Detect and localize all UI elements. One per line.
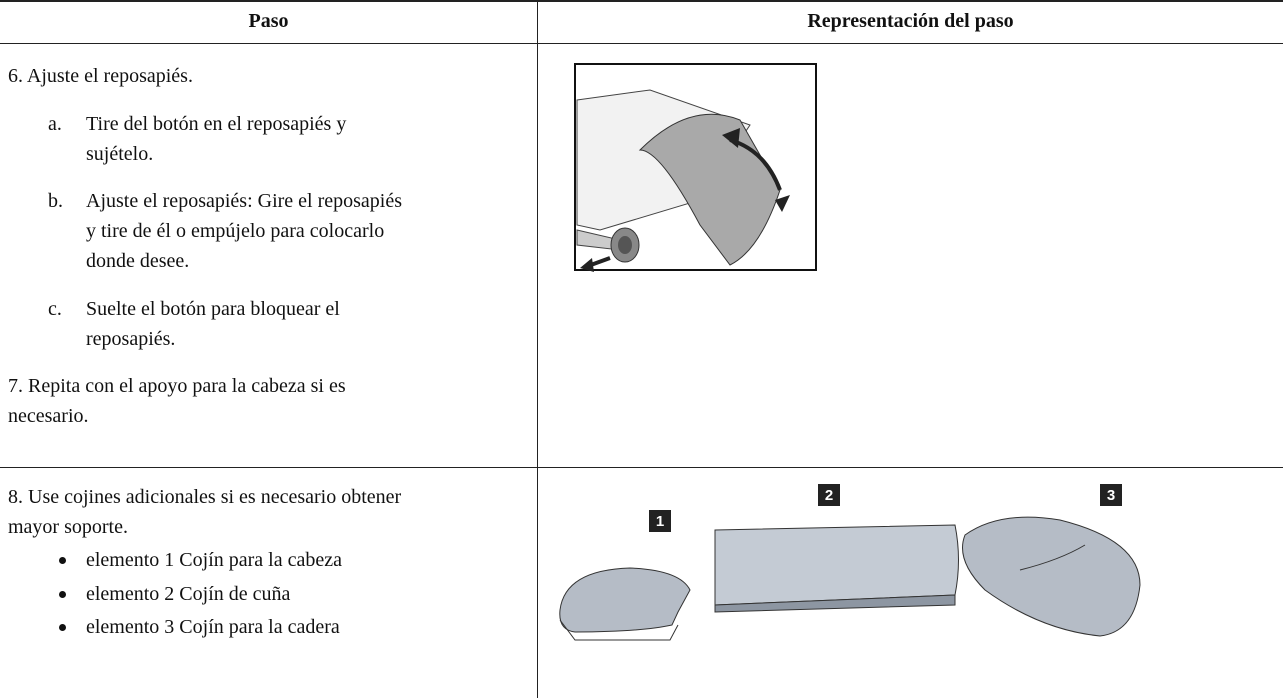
step-text: 6. Ajuste el reposapiés. (8, 65, 193, 87)
bullet (59, 624, 66, 631)
step-text: 8. Use cojines adicionales si es necesar… (8, 486, 402, 538)
substep-marker: b. (48, 190, 63, 212)
bullet-text: elemento 2 Cojín de cuña (86, 583, 291, 605)
substep-marker: a. (48, 113, 62, 135)
header-cell: Representación del paso (807, 10, 1014, 32)
callout: 3 (1107, 487, 1115, 504)
substep-text: Tire del botón en el reposapiés y sujéte… (86, 113, 347, 165)
substep-marker: c. (48, 298, 62, 320)
rule (537, 0, 538, 698)
rule (0, 0, 1283, 2)
substep-text: Suelte el botón para bloquear el reposap… (86, 298, 340, 350)
callout: 1 (656, 513, 664, 530)
rule (0, 43, 1283, 44)
substep-text: Ajuste el reposapiés: Gire el reposapiés… (86, 190, 403, 272)
step-text: 7. Repita con el apoyo para la cabeza si… (8, 375, 346, 427)
bullet-text: elemento 3 Cojín para la cadera (86, 616, 340, 638)
header-cell: Paso (248, 10, 289, 32)
footrest-illustration (574, 63, 817, 272)
bullet (59, 591, 66, 598)
bullet-text: elemento 1 Cojín para la cabeza (86, 549, 342, 571)
bullet (59, 557, 66, 564)
cushion-illustration: 1 2 3 (559, 484, 1141, 641)
rule (0, 467, 1283, 468)
callout: 2 (825, 487, 833, 504)
